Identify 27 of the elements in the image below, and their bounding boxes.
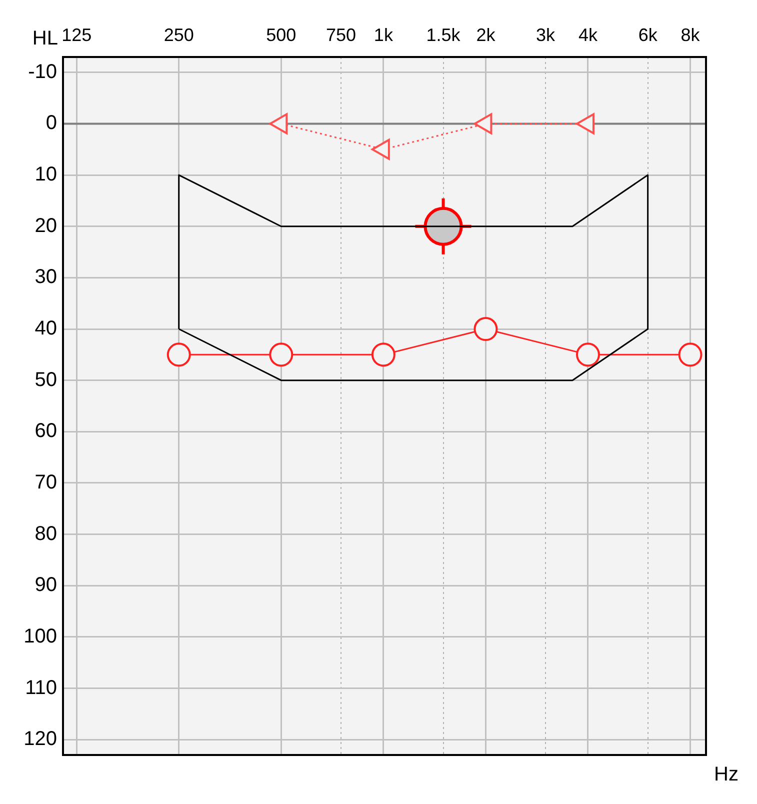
x-axis-title: Hz	[714, 764, 738, 786]
y-tick-label: 100	[24, 625, 57, 648]
y-axis-title: HL	[32, 28, 58, 50]
x-tick-label: 750	[326, 25, 356, 46]
y-tick-label: 50	[34, 368, 57, 391]
y-tick-label: 60	[34, 420, 57, 442]
y-tick-label: -10	[28, 60, 57, 83]
y-tick-label: 40	[34, 318, 57, 340]
x-tick-label: 3k	[536, 25, 556, 46]
x-tick-label: 6k	[638, 25, 658, 46]
x-tick-label: 4k	[578, 25, 598, 46]
x-tick-label: 8k	[680, 25, 701, 46]
y-tick-label: 80	[34, 522, 57, 545]
y-tick-label: 70	[34, 472, 57, 494]
y-tick-label: 20	[34, 214, 57, 237]
x-tick-label: 500	[266, 25, 296, 46]
y-tick-label: 110	[25, 676, 57, 699]
x-tick-label: 1k	[374, 25, 394, 46]
x-tick-label: 250	[164, 25, 194, 46]
x-tick-label: 125	[62, 25, 92, 46]
y-tick-label: 120	[24, 728, 57, 750]
x-tick-label: 2k	[476, 25, 496, 46]
y-tick-label: 90	[34, 574, 57, 596]
x-tick-label: 1.5k	[426, 25, 462, 46]
y-tick-label: 30	[34, 266, 57, 288]
y-tick-label: 10	[34, 164, 57, 186]
y-tick-label: 0	[46, 112, 57, 134]
